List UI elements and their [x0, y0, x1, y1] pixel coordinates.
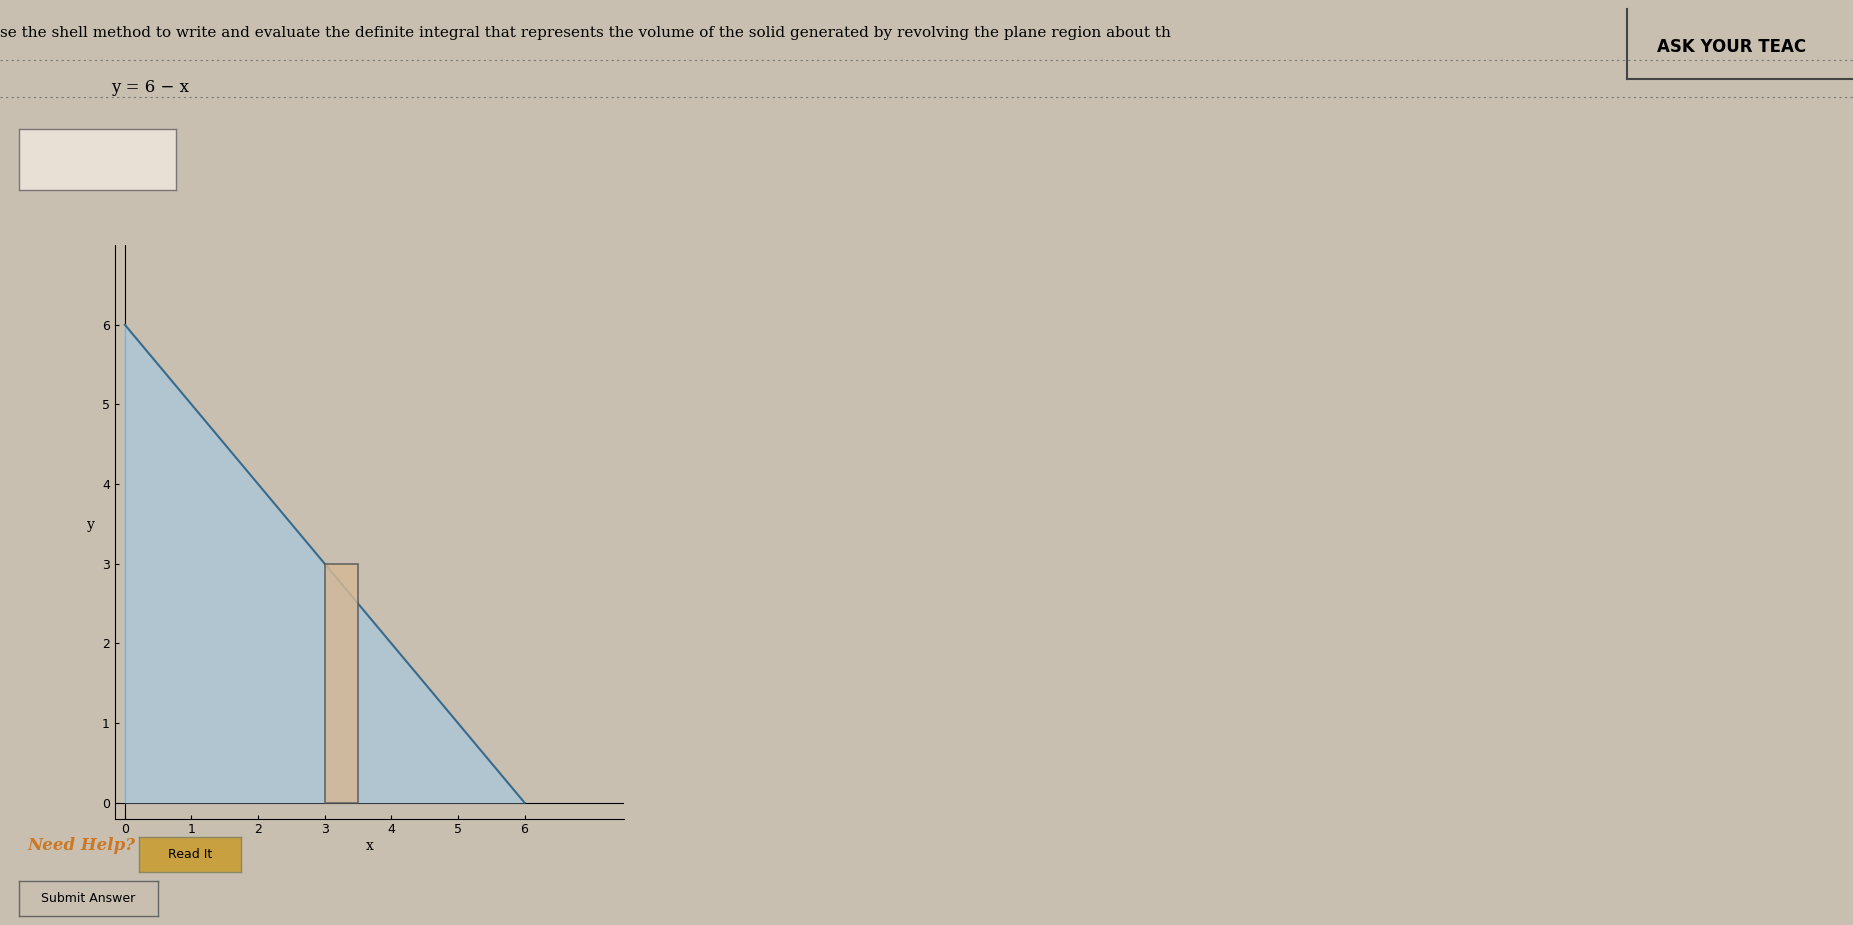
- Bar: [324, 563, 358, 803]
- Text: Read It: Read It: [169, 848, 211, 861]
- Text: Need Help?: Need Help?: [28, 837, 135, 854]
- Text: se the shell method to write and evaluate the definite integral that represents : se the shell method to write and evaluat…: [0, 26, 1171, 40]
- X-axis label: x: x: [365, 839, 374, 853]
- Y-axis label: y: y: [87, 518, 95, 532]
- Text: ASK YOUR TEAC: ASK YOUR TEAC: [1657, 39, 1805, 56]
- Text: y = 6 − x: y = 6 − x: [111, 79, 189, 95]
- Polygon shape: [124, 325, 524, 803]
- Text: Submit Answer: Submit Answer: [41, 892, 135, 905]
